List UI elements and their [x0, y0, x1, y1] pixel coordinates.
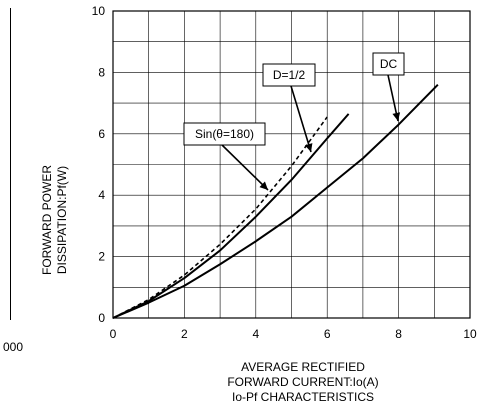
annotation-label: DC [380, 57, 398, 71]
plot-frame [112, 10, 471, 319]
y-axis-label-line2: DISSIPATION:Pf(W) [55, 165, 69, 275]
y-tick-label: 8 [98, 65, 105, 79]
annotation-box [183, 122, 266, 146]
y-axis-label: FORWARD POWER DISSIPATION:Pf(W) [40, 120, 70, 320]
y-tick-label: 10 [92, 4, 106, 18]
annotation-arrowhead [304, 143, 313, 152]
x-tick-label: 10 [463, 327, 477, 341]
y-tick-label: 6 [98, 127, 105, 141]
series-line [112, 113, 350, 319]
annotation-arrow [290, 85, 312, 153]
x-tick-label: 0 [110, 327, 117, 341]
x-tick-label: 2 [181, 327, 188, 341]
y-tick-label: 0 [98, 311, 105, 325]
series-line [112, 83, 439, 319]
annotation-label: Sin(θ=180) [195, 127, 254, 141]
x-axis-label-line2: FORWARD CURRENT:Io(A) [227, 375, 379, 389]
annotation-arrowhead [392, 112, 401, 121]
chart-title: Io-Pf CHARACTERISTICS [231, 390, 375, 404]
annotation-label: D=1/2 [273, 68, 306, 82]
annotation-arrow [221, 144, 269, 191]
x-tick-label: 6 [324, 327, 331, 341]
x-tick-label: 8 [395, 327, 402, 341]
y-tick-label: 4 [98, 188, 105, 202]
y-axis-label-line1: FORWARD POWER [40, 165, 54, 275]
x-axis-label-line1: AVERAGE RECTIFIED [241, 360, 365, 374]
x-tick-label: 4 [252, 327, 259, 341]
previous-chart-edge [0, 8, 11, 320]
y-tick-label: 2 [98, 250, 105, 264]
previous-chart-tick-label: 000 [3, 340, 24, 354]
annotation-arrowhead [259, 181, 268, 190]
annotation-box [262, 63, 316, 87]
